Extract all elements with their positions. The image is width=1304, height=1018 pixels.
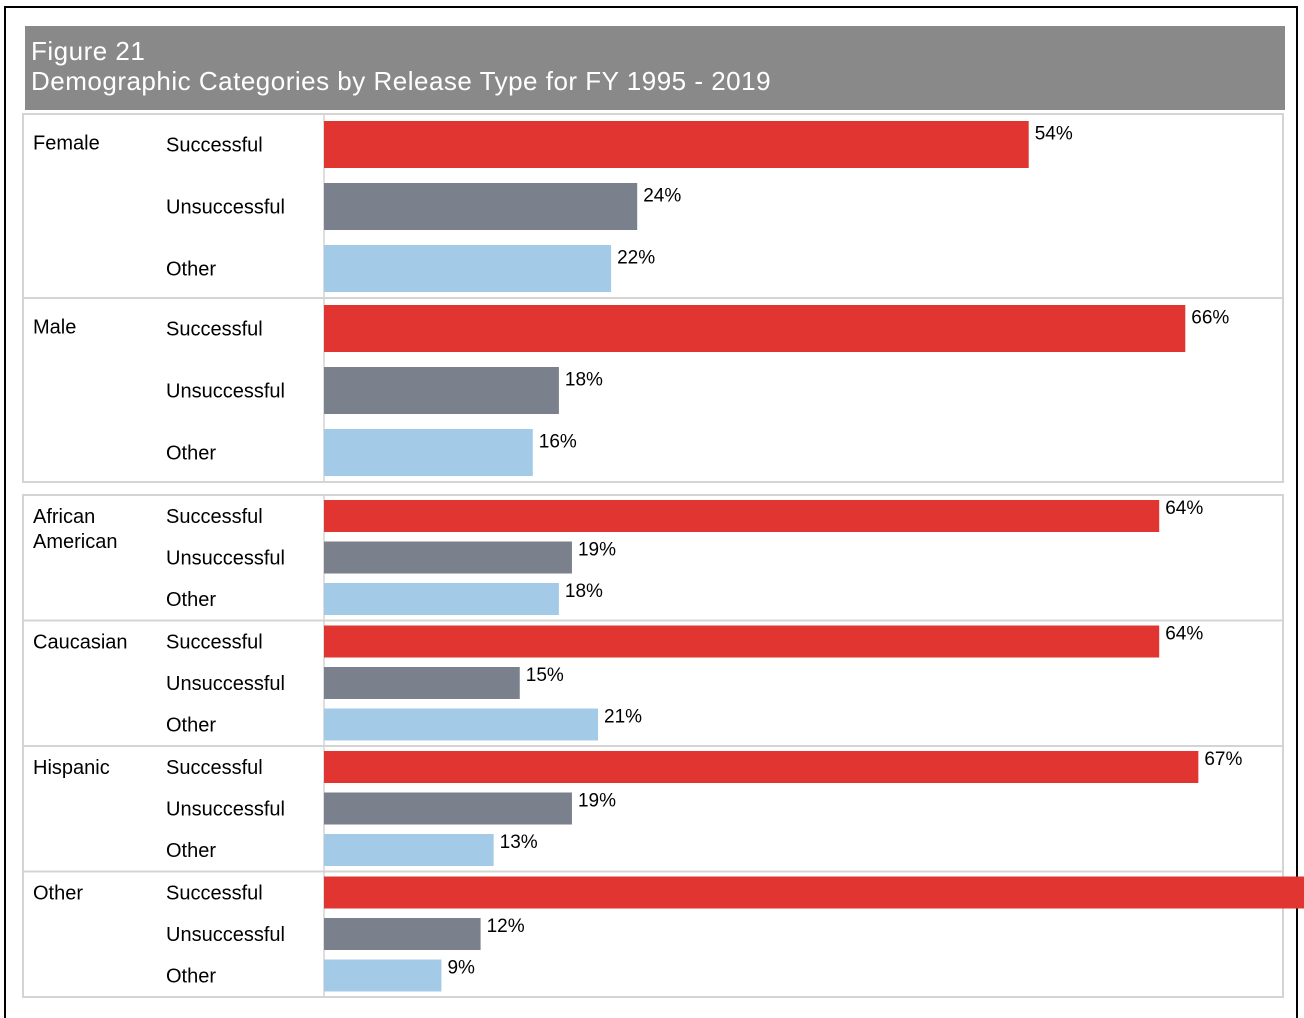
category-label: Other (166, 443, 216, 465)
bar-other-unsuccessful (324, 918, 481, 950)
data-label: 16% (539, 432, 577, 453)
bar-female-successful (324, 121, 1029, 168)
figure-title-banner: Figure 21 Demographic Categories by Rele… (25, 26, 1285, 110)
category-label: Other (166, 259, 216, 281)
bar-male-other (324, 429, 533, 476)
bar-other-other (324, 959, 442, 992)
bar-female-other (324, 245, 612, 292)
data-label: 66% (1191, 308, 1229, 329)
bar-male-successful (324, 305, 1186, 352)
category-label: Other (166, 715, 216, 737)
category-label: Unsuccessful (166, 924, 285, 946)
category-label: Unsuccessful (166, 381, 285, 403)
data-label: 18% (565, 370, 603, 391)
data-label: 19% (578, 791, 616, 812)
category-label: Unsuccessful (166, 673, 285, 695)
category-label: Unsuccessful (166, 197, 285, 219)
group-label-female: Female (33, 133, 100, 155)
category-label: Successful (166, 883, 263, 905)
data-label: 54% (1035, 124, 1073, 145)
group-label-other: Other (33, 883, 83, 905)
bar-african-american-unsuccessful (324, 541, 572, 574)
data-label: 24% (643, 186, 681, 207)
bar-hispanic-other (324, 834, 494, 866)
bar-hispanic-successful (324, 751, 1199, 783)
bar-caucasian-other (324, 708, 599, 741)
data-label: 64% (1165, 624, 1203, 645)
group-label-african-american: African (33, 506, 95, 528)
data-label: 12% (487, 916, 525, 937)
category-label: Successful (166, 135, 263, 157)
bar-african-american-successful (324, 500, 1160, 532)
category-label: Successful (166, 319, 263, 341)
bar-caucasian-successful (324, 625, 1160, 658)
data-label: 64% (1165, 498, 1203, 519)
group-label-hispanic: Hispanic (33, 757, 110, 779)
data-label: 9% (447, 958, 475, 979)
category-label: Unsuccessful (166, 548, 285, 570)
bar-caucasian-unsuccessful (324, 667, 520, 699)
data-label: 67% (1204, 749, 1242, 770)
data-label: 21% (604, 707, 642, 728)
bar-other-successful (324, 876, 1304, 909)
group-label-african-american: American (33, 531, 117, 553)
figure-title: Demographic Categories by Release Type f… (31, 66, 772, 96)
data-label: 18% (565, 581, 603, 602)
group-label-caucasian: Caucasian (33, 632, 128, 654)
category-label: Successful (166, 757, 263, 779)
data-label: 15% (526, 665, 564, 686)
bar-male-unsuccessful (324, 367, 559, 414)
bar-hispanic-unsuccessful (324, 792, 572, 825)
category-label: Successful (166, 632, 263, 654)
group-label-male: Male (33, 317, 76, 339)
data-label: 19% (578, 540, 616, 561)
data-label: 22% (617, 248, 655, 269)
figure-number: Figure 21 (31, 36, 146, 66)
category-label: Other (166, 966, 216, 988)
category-label: Unsuccessful (166, 799, 285, 821)
category-label: Other (166, 589, 216, 611)
bar-african-american-other (324, 583, 559, 615)
figure-frame (4, 6, 1298, 1018)
data-label: 13% (500, 832, 538, 853)
bar-female-unsuccessful (324, 183, 638, 230)
category-label: Successful (166, 506, 263, 528)
category-label: Other (166, 840, 216, 862)
